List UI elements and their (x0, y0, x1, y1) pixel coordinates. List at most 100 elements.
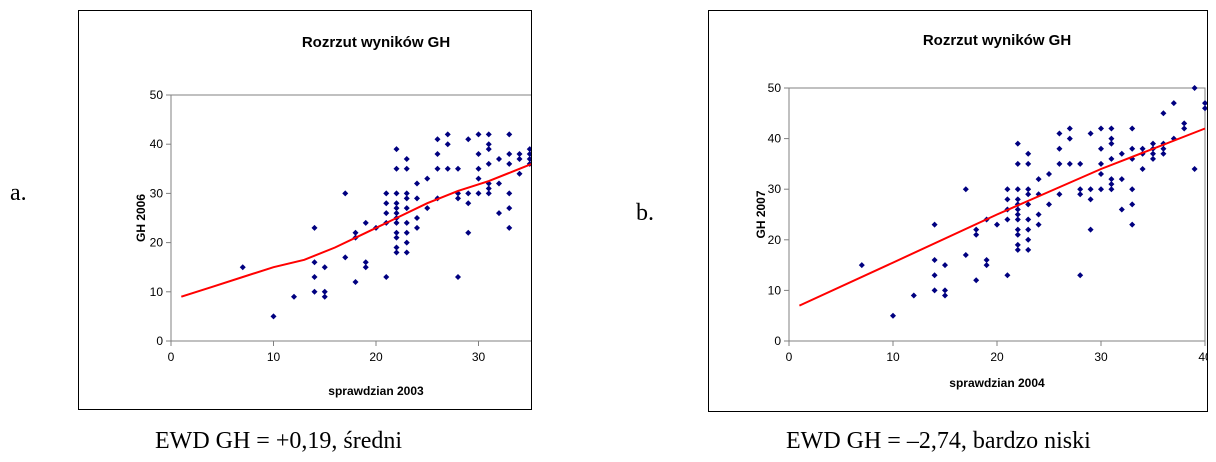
data-point (424, 175, 431, 182)
data-point (973, 277, 980, 284)
x-tick-label: 20 (990, 350, 1004, 364)
chart-a-frame: Rozrzut wyników GH01020304050010203040sp… (78, 10, 532, 410)
data-point (1025, 246, 1032, 253)
caption-b: EWD GH = –2,74, bardzo niski (786, 428, 1091, 454)
data-point (383, 274, 390, 281)
data-point (1098, 171, 1104, 178)
data-point (1098, 186, 1104, 193)
data-point (383, 200, 390, 207)
x-tick-label: 10 (267, 350, 281, 364)
data-point (434, 151, 441, 158)
data-point (526, 151, 531, 158)
data-point (1150, 155, 1156, 162)
y-tick-label: 20 (768, 233, 782, 247)
y-tick-label: 0 (156, 334, 163, 348)
data-point (1098, 125, 1104, 132)
data-point (403, 219, 410, 226)
data-point (931, 257, 938, 264)
data-point (1150, 140, 1156, 147)
data-point (393, 165, 400, 172)
data-point (465, 200, 472, 207)
y-axis-label-a: GH 2006 (134, 194, 148, 242)
data-point (1129, 186, 1136, 193)
data-point (1077, 186, 1084, 193)
data-point (383, 190, 390, 197)
data-point (931, 221, 938, 228)
trend-line-a (180, 163, 531, 298)
data-point (931, 272, 938, 279)
data-point (1170, 135, 1177, 142)
data-point (403, 190, 410, 197)
data-point (1108, 155, 1115, 162)
data-point (1129, 155, 1136, 162)
x-tick-label: 30 (472, 350, 486, 364)
data-point (1014, 206, 1021, 213)
data-point (1108, 140, 1115, 147)
data-point (444, 165, 451, 172)
data-point (475, 131, 482, 138)
data-point (485, 131, 492, 138)
data-point (1014, 140, 1021, 147)
data-point (1191, 165, 1198, 172)
data-point (414, 195, 420, 202)
data-point (1181, 120, 1188, 127)
data-point (362, 259, 369, 266)
x-tick-label: 20 (369, 350, 383, 364)
data-point (1066, 160, 1073, 167)
data-point (1025, 201, 1032, 208)
data-point (1056, 130, 1063, 137)
data-point (1025, 191, 1032, 198)
data-point (962, 186, 969, 193)
data-point (1046, 171, 1052, 178)
data-point (1077, 272, 1084, 279)
data-point (1035, 176, 1042, 183)
y-tick-label: 50 (768, 81, 782, 95)
data-point (516, 155, 523, 162)
data-point (393, 200, 400, 207)
data-point (403, 229, 410, 236)
data-point (1202, 105, 1207, 112)
data-point (1118, 150, 1125, 157)
data-point (321, 293, 328, 300)
x-axis-label-a: sprawdzian 2003 (328, 384, 424, 398)
data-point (1056, 191, 1063, 198)
x-tick-label: 10 (886, 350, 900, 364)
data-point (475, 175, 482, 182)
data-point (506, 190, 513, 197)
data-point (424, 205, 431, 212)
panel-b-letter: b. (636, 200, 654, 226)
data-point (485, 185, 492, 192)
data-point (942, 287, 948, 294)
caption-a: EWD GH = +0,19, średni (155, 428, 403, 454)
data-point (1108, 186, 1115, 193)
data-point (403, 195, 410, 202)
data-point (1139, 145, 1146, 152)
data-point (342, 254, 349, 261)
trend-line-b (798, 127, 1206, 307)
data-point (1014, 246, 1021, 253)
data-point (1066, 135, 1073, 142)
data-point (485, 160, 492, 167)
data-point (465, 190, 472, 197)
data-point (1014, 216, 1021, 223)
data-point (393, 146, 400, 153)
data-point (362, 219, 369, 226)
data-point (1108, 181, 1115, 188)
data-point (403, 165, 410, 172)
data-point (393, 229, 400, 236)
panel-a-letter: a. (10, 180, 27, 206)
data-point (321, 288, 328, 295)
data-point (485, 141, 492, 148)
data-point (1108, 176, 1115, 183)
y-tick-label: 10 (768, 283, 782, 297)
data-point (506, 160, 513, 167)
data-point (465, 229, 472, 236)
data-point (983, 257, 990, 264)
data-point (342, 190, 349, 197)
data-point (414, 224, 420, 231)
data-point (1025, 150, 1032, 157)
data-point (526, 146, 531, 153)
data-point (1056, 145, 1063, 152)
data-point (455, 274, 461, 281)
data-point (1129, 201, 1136, 208)
